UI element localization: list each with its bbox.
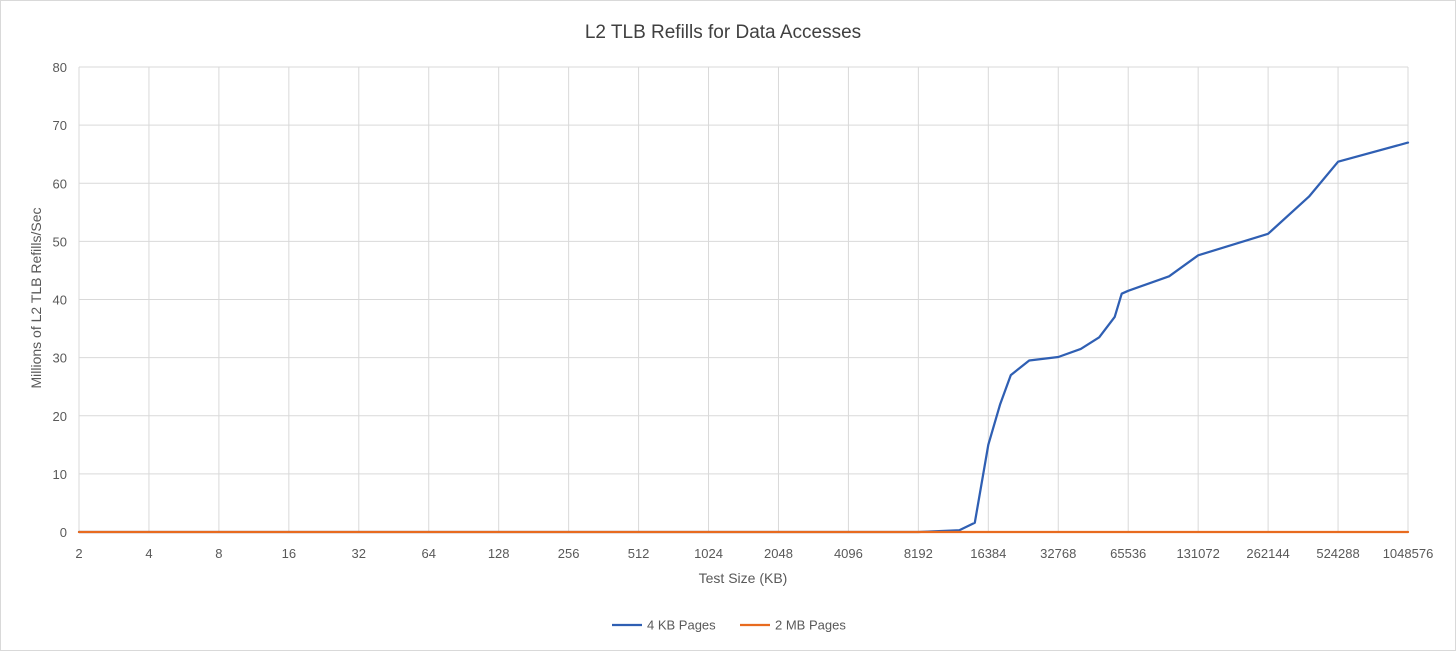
x-tick-label: 131072 <box>1176 546 1219 561</box>
x-tick-label: 64 <box>422 546 436 561</box>
x-tick-label: 65536 <box>1110 546 1146 561</box>
y-tick-label: 30 <box>53 351 67 366</box>
x-tick-label: 1048576 <box>1383 546 1434 561</box>
x-tick-label: 256 <box>558 546 580 561</box>
y-tick-label: 10 <box>53 467 67 482</box>
chart-title: L2 TLB Refills for Data Accesses <box>585 22 861 43</box>
y-axis-title: Millions of L2 TLB Refills/Sec <box>28 207 44 388</box>
legend-label: 4 KB Pages <box>647 618 716 633</box>
x-tick-label: 262144 <box>1246 546 1289 561</box>
x-tick-label: 8 <box>215 546 222 561</box>
y-axis-ticks: 0 10 20 30 40 50 60 70 80 <box>53 60 67 540</box>
x-tick-label: 4096 <box>834 546 863 561</box>
x-tick-label: 16384 <box>970 546 1006 561</box>
x-tick-label: 1024 <box>694 546 723 561</box>
x-tick-label: 4 <box>145 546 152 561</box>
x-tick-label: 2 <box>75 546 82 561</box>
x-tick-label: 32768 <box>1040 546 1076 561</box>
x-tick-label: 32 <box>352 546 366 561</box>
x-tick-label: 2048 <box>764 546 793 561</box>
y-tick-label: 50 <box>53 234 67 249</box>
series-lines <box>77 141 1410 534</box>
legend-label: 2 MB Pages <box>775 618 846 633</box>
y-tick-label: 60 <box>53 176 67 191</box>
x-tick-label: 524288 <box>1316 546 1359 561</box>
legend: 4 KB Pages 2 MB Pages <box>612 618 846 633</box>
y-tick-label: 20 <box>53 409 67 424</box>
x-tick-label: 512 <box>628 546 650 561</box>
x-tick-label: 8192 <box>904 546 933 561</box>
gridlines <box>78 66 1409 533</box>
y-tick-label: 0 <box>60 525 67 540</box>
x-axis-ticks: 2 4 8 16 32 64 128 256 512 1024 2048 4096 8192 16384 3… <box>75 546 1433 561</box>
x-tick-label: 16 <box>282 546 296 561</box>
x-tick-label: 128 <box>488 546 510 561</box>
y-tick-label: 80 <box>53 60 67 75</box>
y-tick-label: 40 <box>53 293 67 308</box>
x-axis-title: Test Size (KB) <box>699 570 788 586</box>
y-tick-label: 70 <box>53 118 67 133</box>
